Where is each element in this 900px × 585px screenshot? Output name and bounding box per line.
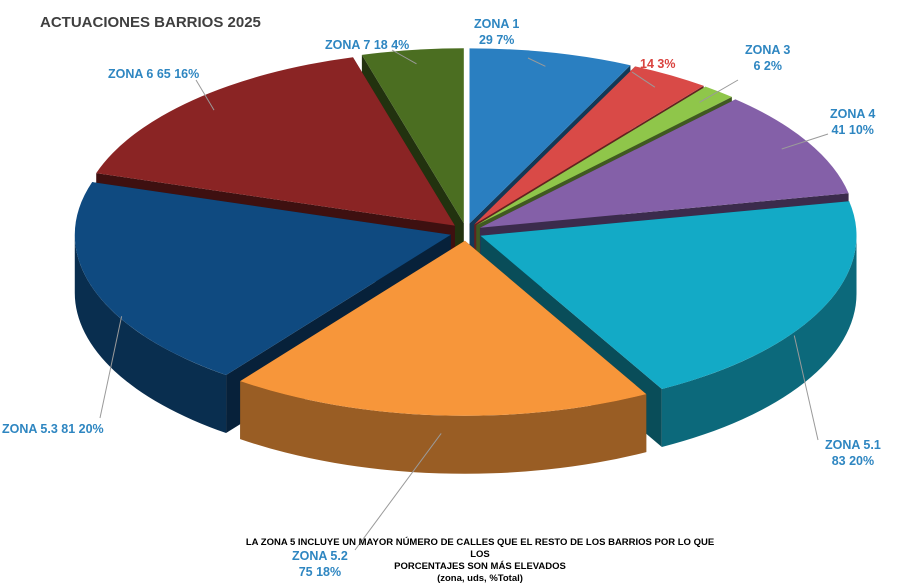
label-zona-7: ZONA 7 18 4% xyxy=(325,37,409,53)
label-zona-5-2-value: 75 18% xyxy=(298,565,342,579)
slice-1-top xyxy=(469,48,631,224)
label-zona-3: ZONA 3 6 2% xyxy=(745,42,790,74)
label-zona-5-1: ZONA 5.1 83 20% xyxy=(825,437,881,469)
leader-line-3 xyxy=(699,79,739,103)
label-zona-6-text: ZONA 6 65 16% xyxy=(108,67,200,81)
label-zona-2: 14 3% xyxy=(640,56,675,72)
label-zona-1-name: ZONA 1 xyxy=(474,17,520,31)
slice-3-top xyxy=(476,86,732,226)
label-zona-3-name: ZONA 3 xyxy=(745,43,791,57)
slice-9-top xyxy=(361,48,464,224)
label-zona-4-name: ZONA 4 xyxy=(830,107,876,121)
label-zona-7-text: ZONA 7 18 4% xyxy=(325,38,410,52)
slice-6-side-1 xyxy=(240,381,647,474)
slice-6-top xyxy=(240,240,647,416)
label-zona-3-value: 6 2% xyxy=(753,59,782,73)
slice-8-top xyxy=(96,57,455,226)
footnote: LA ZONA 5 INCLUYE UN MAYOR NÚMERO DE CAL… xyxy=(240,537,720,585)
slice-7-side-1 xyxy=(74,234,227,434)
footnote-line-2: PORCENTAJES SON MÁS ELEVADOS xyxy=(394,561,566,572)
label-zona-1-value: 29 7% xyxy=(478,33,515,47)
label-zona-1: ZONA 1 29 7% xyxy=(474,16,519,48)
leader-line-5 xyxy=(793,335,819,441)
slice-2-top xyxy=(474,66,704,225)
leader-line-7 xyxy=(99,316,123,419)
slice-5-top xyxy=(480,201,857,390)
leader-line-2 xyxy=(631,71,656,88)
label-zona-4: ZONA 4 41 10% xyxy=(830,106,875,138)
slice-5-side-1 xyxy=(661,235,857,448)
leader-line-1 xyxy=(527,57,546,67)
chart-title: ACTUACIONES BARRIOS 2025 xyxy=(40,14,261,31)
label-zona-5-2-name: ZONA 5.2 xyxy=(292,549,348,563)
leader-line-4 xyxy=(781,133,829,150)
label-zona-2-value: 14 3% xyxy=(640,57,676,71)
slice-7-top xyxy=(74,182,451,376)
leader-line-9 xyxy=(391,49,417,65)
slice-6 xyxy=(240,240,647,474)
leader-line-8 xyxy=(195,79,215,111)
label-zona-5-3: ZONA 5.3 81 20% xyxy=(2,421,104,437)
label-zona-5-3-text: ZONA 5.3 81 20% xyxy=(2,422,104,436)
slice-4-top xyxy=(479,99,849,228)
label-zona-4-value: 41 10% xyxy=(831,123,874,137)
label-zona-6: ZONA 6 65 16% xyxy=(108,66,199,82)
footnote-line-3: (zona, uds, %Total) xyxy=(437,573,523,584)
label-zona-5-2: ZONA 5.2 75 18% xyxy=(292,548,348,580)
leader-line-6 xyxy=(354,433,442,551)
label-zona-5-1-name: ZONA 5.1 xyxy=(825,438,881,452)
label-zona-5-1-value: 83 20% xyxy=(831,454,875,468)
footnote-line-1: LA ZONA 5 INCLUYE UN MAYOR NÚMERO DE CAL… xyxy=(245,537,715,560)
